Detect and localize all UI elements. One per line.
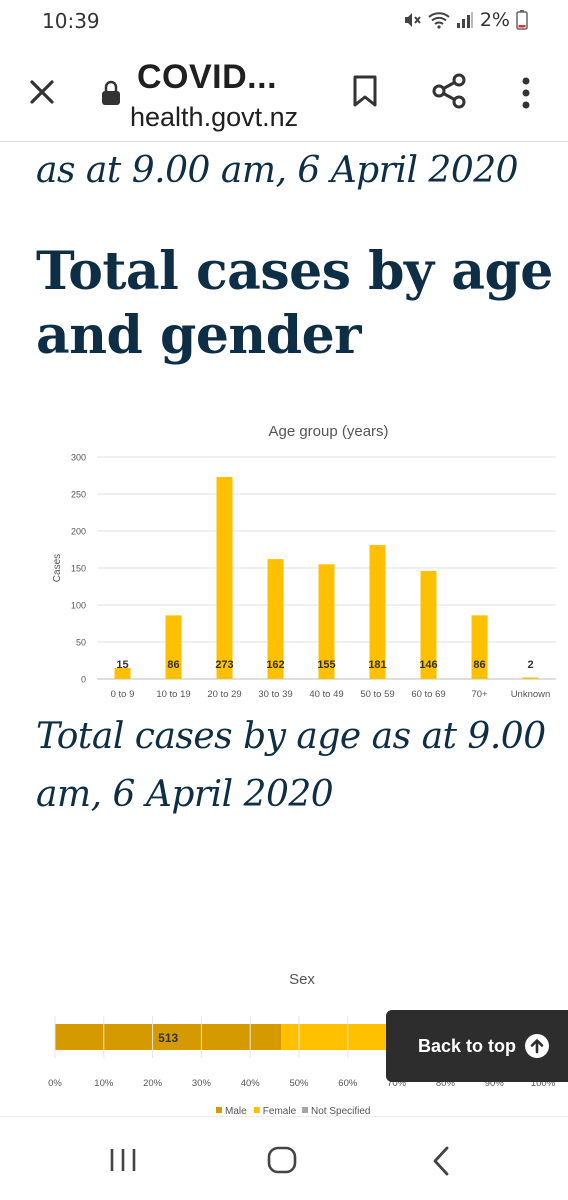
x-tick-label: 40 to 49	[309, 689, 343, 700]
status-icons: 2%	[402, 9, 528, 31]
x-tick-label: 10 to 19	[156, 689, 190, 700]
data-label: 86	[167, 659, 179, 671]
close-icon[interactable]	[26, 76, 58, 108]
data-label: 513	[158, 1031, 178, 1045]
data-label: 15	[116, 659, 128, 671]
y-tick-label: 0	[81, 675, 86, 685]
browser-toolbar: COVID... health.govt.nz	[0, 44, 568, 142]
x-tick-label: 50%	[289, 1078, 309, 1089]
bar	[420, 570, 437, 679]
bar	[114, 667, 131, 679]
x-tick-label: Unknown	[511, 689, 551, 700]
system-nav-bar	[0, 1116, 568, 1200]
battery-percent: 2%	[479, 9, 510, 31]
bar	[471, 615, 488, 679]
x-tick-label: 0 to 9	[111, 689, 135, 700]
share-icon[interactable]	[430, 72, 468, 110]
mute-icon	[404, 13, 421, 27]
data-label: 155	[317, 659, 335, 671]
x-tick-label: 60%	[338, 1078, 358, 1089]
legend-label: Male	[225, 1106, 247, 1117]
back-icon[interactable]	[430, 1145, 452, 1177]
y-axis-label: Cases	[52, 554, 63, 582]
data-label: 146	[419, 659, 437, 671]
x-tick-label: 70%	[387, 1078, 407, 1089]
bar-segment	[55, 1024, 282, 1050]
y-tick-label: 100	[71, 601, 86, 611]
lock-icon	[102, 80, 120, 105]
y-tick-label: 50	[76, 638, 86, 648]
x-tick-label: 90%	[485, 1078, 505, 1089]
bar	[267, 559, 284, 679]
recent-apps-icon[interactable]	[108, 1147, 138, 1173]
wifi-icon	[428, 12, 450, 29]
age-chart-caption: Total cases by age as at 9.00 am, 6 Apri…	[36, 716, 546, 815]
x-tick-label: 40%	[241, 1078, 261, 1089]
lead-date-text: as at 9.00 am, 6 April 2020	[36, 150, 519, 191]
y-tick-label: 200	[71, 527, 86, 537]
age-bar-chart: Age group (years) Cases 0 50 100 150 200 250 300…	[52, 423, 556, 700]
page-title[interactable]: COVID...	[137, 58, 278, 96]
status-time: 10:39	[42, 9, 100, 33]
data-label: 273	[215, 659, 233, 671]
chart-title: Sex	[289, 971, 315, 988]
x-tick-label: 70+	[471, 689, 488, 700]
x-tick-label: 60 to 69	[411, 689, 445, 700]
x-tick-label: 100%	[531, 1078, 556, 1089]
battery-icon	[516, 10, 528, 30]
bar	[522, 677, 539, 679]
signal-icon	[456, 12, 473, 28]
chart-title: Age group (years)	[268, 423, 388, 440]
back-to-top-button[interactable]: Back to top	[386, 1010, 568, 1082]
x-tick-label: 30 to 39	[258, 689, 292, 700]
status-bar: 10:39 2%	[0, 0, 568, 44]
bar	[369, 545, 386, 679]
bar	[216, 476, 233, 679]
data-label: 2	[527, 659, 533, 671]
y-tick-label: 250	[71, 490, 86, 500]
x-tick-label: 0%	[48, 1078, 62, 1089]
x-tick-label: 20%	[143, 1078, 163, 1089]
legend-swatch	[253, 1107, 260, 1113]
page-url[interactable]: health.govt.nz	[130, 102, 299, 132]
data-label: 162	[266, 659, 284, 671]
y-tick-label: 300	[71, 453, 86, 463]
y-tick-label: 150	[71, 564, 86, 574]
more-options-icon[interactable]	[516, 74, 536, 112]
x-tick-label: 10%	[94, 1078, 114, 1089]
home-icon[interactable]	[266, 1145, 298, 1175]
x-tick-label: 30%	[192, 1078, 212, 1089]
legend-swatch	[216, 1107, 222, 1113]
bookmark-icon[interactable]	[350, 74, 380, 108]
legend-label: Not Specified	[311, 1106, 370, 1117]
section-heading: Total cases by age and gender	[36, 241, 553, 366]
data-label: 181	[368, 659, 386, 671]
legend-label: Female	[263, 1106, 297, 1117]
back-to-top-label: Back to top	[418, 1035, 517, 1056]
data-label: 86	[473, 659, 485, 671]
arrow-up-circle-icon	[525, 1034, 550, 1058]
x-tick-label: 50 to 59	[360, 689, 394, 700]
bar	[318, 564, 335, 679]
legend-swatch	[302, 1107, 308, 1113]
x-tick-label: 80%	[436, 1078, 456, 1089]
x-tick-label: 20 to 29	[207, 689, 241, 700]
bar	[165, 615, 182, 679]
